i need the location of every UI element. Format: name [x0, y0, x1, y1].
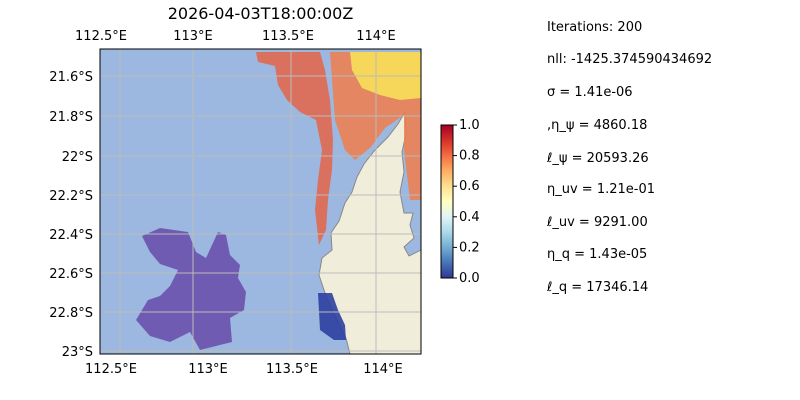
param-ell-psi: ℓ_ψ = 20593.26 [547, 151, 649, 166]
lat-tick: 22.6°S [49, 267, 93, 282]
land-area [318, 110, 421, 354]
lat-tick: 22°S [62, 150, 93, 165]
param-eta-q: η_q = 1.43e-05 [547, 247, 648, 262]
region-coastal-south [318, 293, 346, 340]
lon-tick-bottom: 113°E [188, 362, 228, 377]
map-frame [99, 48, 422, 355]
lat-tick: 22.2°S [49, 189, 93, 204]
param-iterations: Iterations: 200 [547, 20, 643, 35]
colorbar: 0.0 0.2 0.4 0.6 0.8 1.0 [440, 118, 480, 286]
region-south-west [136, 228, 246, 350]
lat-tick: 22.8°S [49, 306, 93, 321]
colorbar-tick-label: 0.4 [459, 210, 480, 225]
colorbar-tick-label: 1.0 [459, 118, 480, 133]
lat-tick: 21.8°S [49, 110, 93, 125]
lon-tick-top: 114°E [356, 29, 396, 44]
map-title: 2026-04-03T18:00:00Z [167, 4, 354, 23]
colorbar-tick-label: 0.0 [459, 271, 480, 286]
param-eta-psi: ,η_ψ = 4860.18 [547, 118, 648, 133]
param-ell-q: ℓ_q = 17346.14 [547, 280, 649, 295]
lon-tick-top: 113°E [173, 29, 213, 44]
lat-tick: 23°S [62, 345, 93, 360]
lon-ticks-bottom: 112.5°E 113°E 113.5°E 114°E [85, 362, 403, 377]
param-nll: nll: -1425.374590434692 [547, 52, 713, 67]
lat-ticks: 21.6°S 21.8°S 22°S 22.2°S 22.4°S 22.6°S … [49, 70, 93, 360]
gridlines [100, 49, 421, 354]
colorbar-tick-label: 0.6 [459, 179, 480, 194]
lat-tick: 21.6°S [49, 70, 93, 85]
region-north-east [256, 52, 333, 245]
lon-tick-bottom: 113.5°E [266, 362, 318, 377]
lon-tick-bottom: 114°E [363, 362, 403, 377]
param-ell-uv: ℓ_uv = 9291.00 [547, 215, 648, 230]
lon-ticks-top: 112.5°E 113°E 113.5°E 114°E [75, 29, 396, 44]
param-eta-uv: η_uv = 1.21e-01 [547, 182, 656, 197]
colorbar-tick-label: 0.2 [459, 240, 480, 255]
colorbar-bar [440, 124, 454, 279]
param-sigma: σ = 1.41e-06 [547, 85, 633, 100]
lon-tick-top: 113.5°E [262, 29, 314, 44]
colorbar-tick-label: 0.8 [459, 149, 480, 164]
lat-tick: 22.4°S [49, 228, 93, 243]
lon-tick-top: 112.5°E [75, 29, 127, 44]
lon-tick-bottom: 112.5°E [85, 362, 137, 377]
